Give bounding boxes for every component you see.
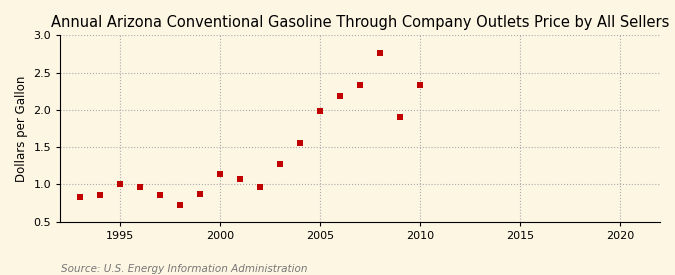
Point — [315, 108, 325, 113]
Point — [295, 141, 306, 145]
Y-axis label: Dollars per Gallon: Dollars per Gallon — [15, 75, 28, 182]
Point — [375, 51, 385, 56]
Point — [355, 83, 366, 87]
Point — [235, 177, 246, 182]
Point — [135, 185, 146, 189]
Point — [335, 94, 346, 98]
Point — [255, 185, 266, 189]
Point — [195, 192, 206, 196]
Point — [95, 193, 106, 197]
Point — [75, 195, 86, 199]
Point — [115, 182, 126, 186]
Point — [155, 193, 165, 197]
Text: Source: U.S. Energy Information Administration: Source: U.S. Energy Information Administ… — [61, 264, 307, 274]
Point — [275, 161, 286, 166]
Title: Annual Arizona Conventional Gasoline Through Company Outlets Price by All Seller: Annual Arizona Conventional Gasoline Thr… — [51, 15, 670, 30]
Point — [395, 114, 406, 119]
Point — [175, 202, 186, 207]
Point — [414, 83, 425, 87]
Point — [215, 172, 225, 176]
